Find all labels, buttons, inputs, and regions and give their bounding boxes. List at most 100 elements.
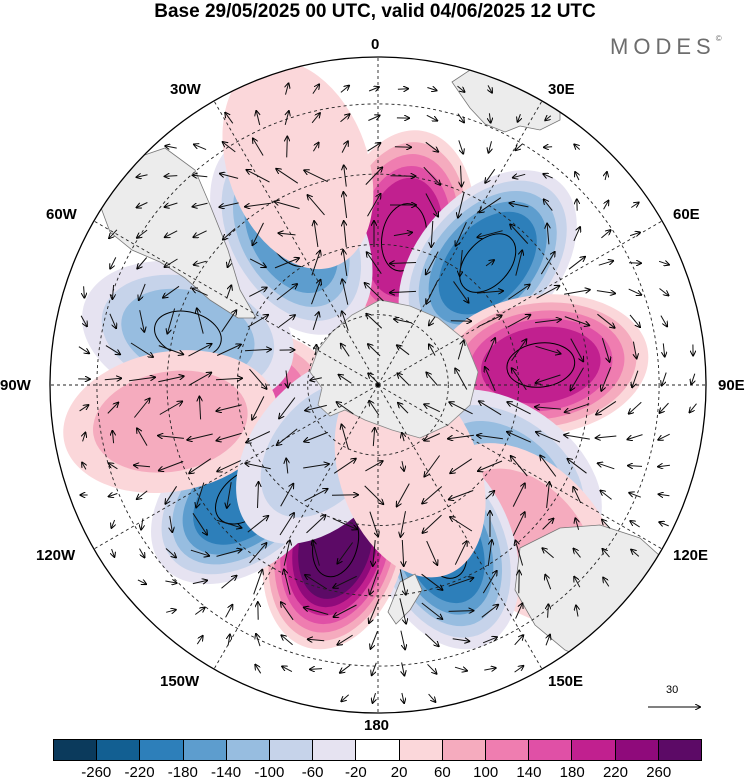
wind-arrow [308, 195, 325, 216]
lon-label-90w: 90W [0, 377, 31, 394]
wind-arrow [367, 194, 381, 217]
anomaly-center [398, 170, 577, 357]
wind-arrow [402, 662, 405, 676]
wind-arrow [283, 540, 290, 566]
wind-arrow [197, 308, 204, 334]
colorbar-tick-label: -180 [167, 764, 198, 781]
wind-arrow [280, 484, 294, 507]
wind-arrow [306, 515, 326, 534]
wind-arrow [256, 634, 261, 647]
lon-label-30w: 30W [170, 81, 201, 98]
wind-arrow [341, 344, 350, 357]
wind-arrow [334, 604, 357, 617]
wind-arrow [367, 143, 381, 152]
wind-arrow [364, 485, 384, 504]
wind-arrow [662, 372, 667, 386]
wind-arrow [137, 229, 148, 238]
wind-arrow [304, 170, 328, 183]
wind-arrow [574, 145, 581, 150]
wind-arrow [368, 344, 381, 357]
wind-arrow [598, 463, 615, 470]
wind-arrow [454, 667, 467, 671]
brand-text: MODES [610, 34, 716, 59]
wind-arrow [286, 83, 289, 95]
wind-arrow [332, 518, 357, 530]
wind-arrow [158, 436, 184, 439]
wind-arrow [342, 279, 349, 305]
colorbar-tick-label: 260 [646, 764, 672, 781]
wind-arrow [80, 315, 87, 327]
wind-arrow [482, 637, 497, 644]
wind-arrow [426, 114, 437, 120]
wind-arrow [369, 401, 380, 416]
wind-arrow [424, 404, 441, 413]
lon-label-180: 180 [364, 717, 390, 734]
wind-arrow [287, 137, 288, 158]
wind-arrow [365, 167, 382, 185]
wind-arrow [397, 373, 409, 385]
colorbar-cell [658, 740, 702, 760]
wind-arrow [139, 548, 145, 558]
wind-arrow [305, 575, 328, 590]
wind-arrow [596, 400, 617, 414]
colorbar-tick-label: -140 [211, 764, 242, 781]
wind-arrow [83, 433, 86, 442]
wind-arrow [371, 631, 378, 649]
colorbar-tick-label: -260 [81, 764, 112, 781]
wind-arrow [598, 261, 613, 266]
wind-arrow [314, 221, 319, 247]
wind-arrow [247, 170, 270, 183]
wind-arrow [485, 491, 494, 500]
wind-arrow [489, 141, 492, 152]
wind-arrow [340, 86, 349, 93]
wind-arrow [368, 87, 379, 91]
wind-arrow [216, 345, 241, 356]
polar-map [49, 56, 707, 714]
wind-arrow [514, 666, 524, 673]
wind-arrow [663, 343, 664, 356]
wind-arrow [543, 174, 553, 178]
wind-arrow [425, 193, 438, 217]
wind-arrow [310, 669, 323, 670]
wind-arrow [397, 483, 410, 507]
wind-arrow [603, 201, 609, 210]
wind-arrow [225, 605, 233, 618]
wind-arrow [367, 252, 382, 274]
wind-arrow [312, 84, 319, 94]
wind-arrow [369, 598, 380, 623]
wind-arrow [256, 111, 259, 126]
wind-arrow [137, 490, 148, 499]
wind-arrow [109, 229, 118, 238]
wind-arrow [402, 433, 404, 442]
wind-arrow [691, 373, 695, 385]
wind-arrow [278, 315, 295, 328]
meridian-line [93, 384, 379, 550]
colorbar-tick-label: 140 [516, 764, 542, 781]
wind-arrow [536, 374, 561, 383]
wind-arrow [111, 519, 114, 528]
wind-arrow [104, 378, 121, 379]
wind-arrow [510, 203, 529, 208]
wind-arrow [342, 425, 349, 450]
wind-arrow [109, 494, 118, 497]
lon-label-0: 0 [371, 36, 380, 53]
colorbar-cell [356, 740, 400, 760]
wind-arrow [165, 202, 178, 207]
wind-arrow [333, 575, 357, 587]
lon-label-120e: 120E [673, 547, 709, 564]
anomaly-isoline [506, 342, 576, 388]
wind-arrow [159, 402, 182, 415]
wind-arrow [565, 403, 590, 412]
wind-arrow [450, 458, 473, 473]
wind-arrow [368, 116, 379, 121]
wind-arrow [450, 517, 473, 532]
wind-arrow [426, 540, 438, 565]
south-america-land [99, 147, 257, 319]
reference-vector-label: 30 [666, 684, 679, 696]
wind-arrow [285, 111, 289, 126]
colorbar-cell [572, 740, 616, 760]
wind-arrow [573, 487, 582, 504]
wind-arrow [137, 580, 146, 584]
wind-arrow [601, 338, 609, 362]
wind-arrow [276, 284, 297, 301]
